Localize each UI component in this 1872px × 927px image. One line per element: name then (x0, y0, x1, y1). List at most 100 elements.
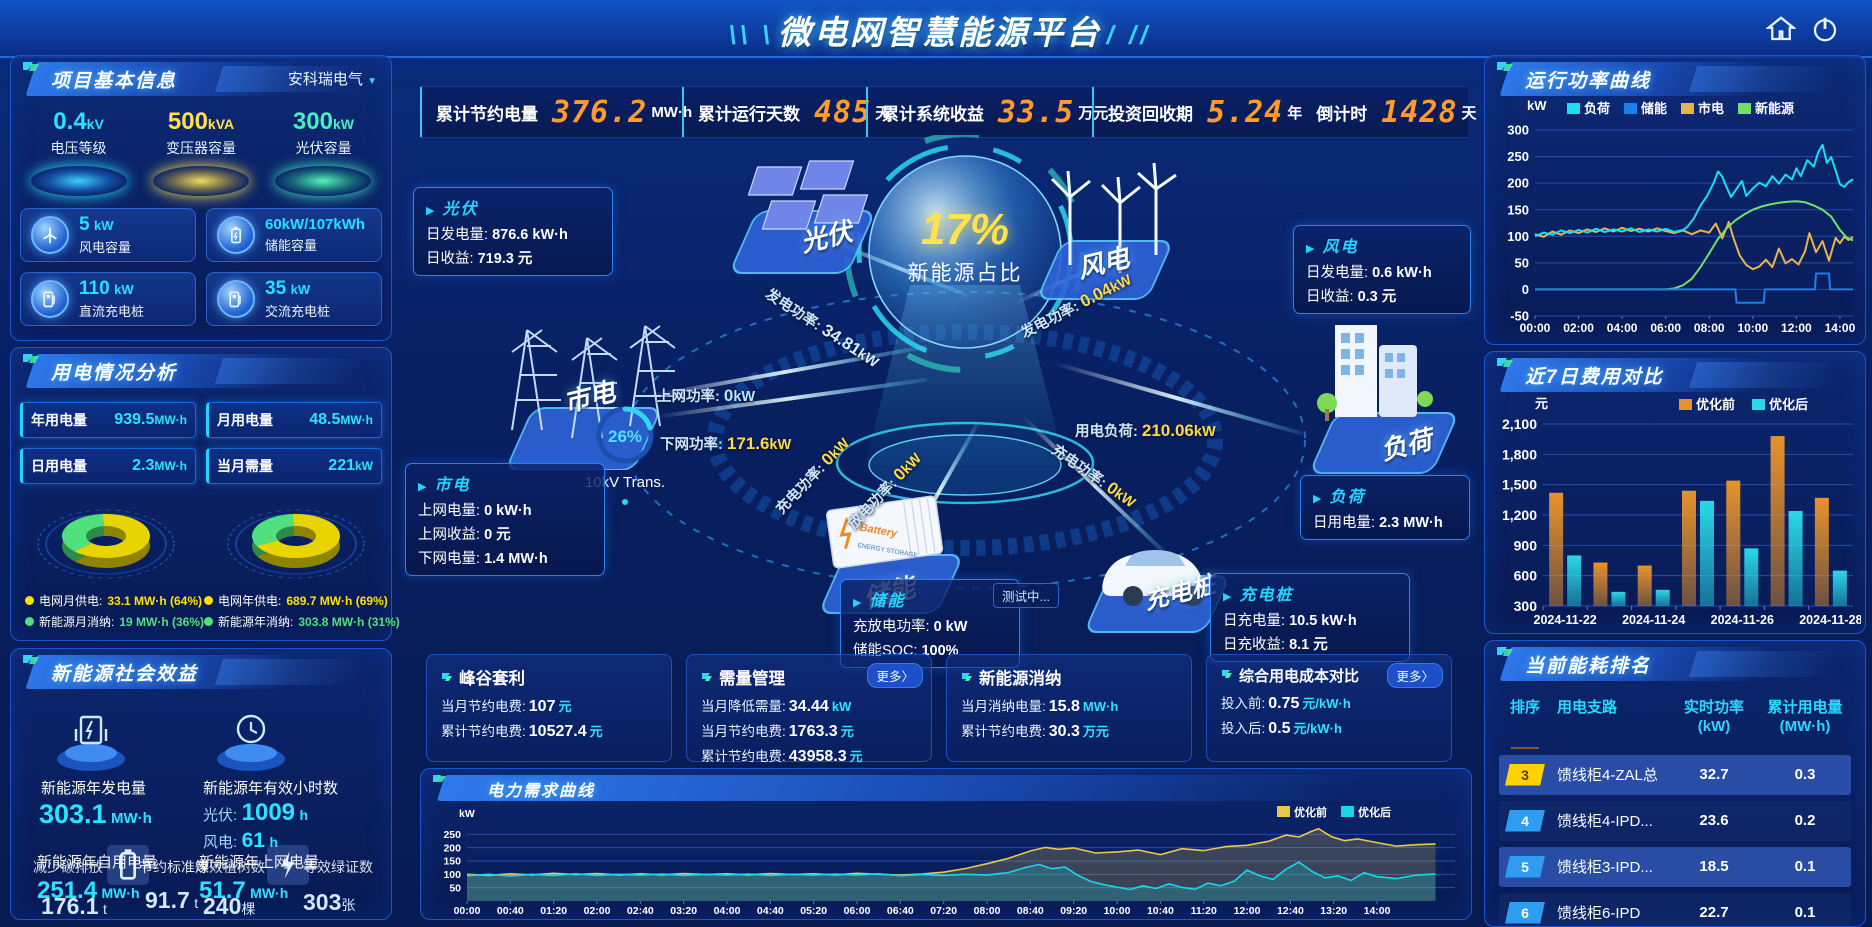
svg-text:优化前: 优化前 (1696, 397, 1735, 412)
panel-power-title: 运行功率曲线 (1525, 71, 1652, 92)
svg-text:市电: 市电 (1698, 101, 1724, 116)
svg-text:2024-11-28: 2024-11-28 (1799, 613, 1861, 627)
svg-text:03:20: 03:20 (670, 905, 697, 917)
home-icon[interactable] (1765, 14, 1800, 46)
rank-badge: 5 (1505, 855, 1545, 878)
certs-label: 等效绿证数 (303, 859, 373, 875)
card-dc-charger: 110 kW 直流充电桩 (20, 272, 196, 326)
table-row[interactable]: 6 馈线柜6-IPD 22.7 0.1 (1499, 892, 1851, 926)
flag-icon (441, 670, 453, 689)
svg-text:08:40: 08:40 (1017, 905, 1044, 917)
pv-info-box: ▶ 光伏 日发电量: 876.6 kW·h 日收益: 719.3 元 (413, 187, 613, 276)
panel-usage-head: 用电情况分析 (17, 352, 385, 390)
svg-text:11:20: 11:20 (1191, 905, 1217, 917)
gen-label: 新能源年发电量 (41, 780, 147, 797)
panel-corner-icon (21, 352, 43, 377)
svg-text:2024-11-22: 2024-11-22 (1534, 613, 1597, 627)
glow-ring-cyan (30, 166, 127, 196)
glow-ring-yellow (153, 166, 249, 196)
small-bolt-icon (267, 845, 309, 885)
svg-text:07:20: 07:20 (930, 905, 957, 917)
stat-month-demand: 当月需量 221kW (206, 448, 382, 484)
svg-text:300: 300 (1507, 123, 1529, 138)
svg-text:300: 300 (1514, 598, 1538, 614)
table-row[interactable]: 4 馈线柜4-IPD... 23.6 0.2 (1499, 800, 1851, 841)
svg-text:13:20: 13:20 (1320, 905, 1347, 917)
co2-label: 减少碳排放 (33, 859, 103, 875)
load-info-box: ▶ 负荷 日用电量: 2.3 MW·h (1300, 475, 1470, 540)
small-battery-icon (107, 845, 149, 885)
company-dropdown[interactable]: 安科瑞电气 ▼ (287, 71, 377, 88)
panel-corner-icon (21, 60, 43, 85)
panel-energy-ranking: 当前能耗排名 排序 用电支路 实时功率 (kW) 累计用电量 (MW·h) 3 馈线… (1484, 640, 1866, 927)
svg-text:08:00: 08:00 (974, 905, 1001, 917)
card-demand-mgmt: 需量管理 更多〉 当月降低需量: 34.44 kW 当月节约电费: 1763.3 元 累… (686, 654, 932, 765)
svg-text:新能源: 新能源 (1755, 101, 1794, 116)
panel-green-benefits: 新能源社会效益 新能源年发电量 303.1 MW·h 新能源年有效小时数 光伏:… (10, 648, 392, 920)
panel-demand-head: 电力需求曲线 (427, 773, 1465, 803)
chevron-icon: ▶ (418, 481, 429, 493)
panel-corner-icon (21, 653, 43, 678)
svg-text:900: 900 (1514, 537, 1538, 553)
svg-text:08:00: 08:00 (1694, 321, 1725, 335)
panel-ranking-title: 当前能耗排名 (1525, 656, 1652, 677)
svg-text:kW: kW (1527, 98, 1547, 113)
flag-icon (961, 670, 973, 689)
svg-text:14:00: 14:00 (1825, 321, 1856, 335)
charging-pile-icon (217, 280, 255, 318)
charger-info-box: ▶ 充电桩 日充电量: 10.5 kW·h 日充收益: 8.1 元 (1210, 573, 1410, 662)
pedestal-transformer: 500kVA 变压器容量 (142, 108, 260, 196)
power-curve-chart: -50 0 50 100 150 200 250 300 00:00 02:00 04:00 06:0… (1507, 98, 1856, 335)
hours-wind: 风电: 61 h (203, 829, 278, 852)
svg-text:元: 元 (1535, 396, 1548, 411)
card-ac-charger: 35 kW 交流充电桩 (206, 272, 382, 326)
donut-month-mix (37, 509, 175, 579)
svg-text:01:20: 01:20 (540, 905, 567, 917)
card-renewable-consume: 新能源消纳 当月消纳电量: 15.8 MW·h 累计节约电费: 30.3 万元 (946, 654, 1192, 762)
flag-icon (701, 670, 713, 689)
flow-label-from-grid: 下网功率: 171.6kW (660, 434, 792, 453)
table-row[interactable]: 5 馈线柜3-IPD... 18.5 0.1 (1499, 846, 1851, 887)
rank-badge: 4 (1505, 809, 1545, 832)
top-header (0, 0, 1872, 58)
load-node-illustration (1275, 295, 1475, 480)
svg-text:1,800: 1,800 (1502, 446, 1537, 462)
panel-demand-curve: 电力需求曲线 50 100 150 200 250 00:00 00:40 01:20 02:0… (420, 768, 1472, 920)
charging-pile-icon (31, 280, 69, 318)
togrid-value: 51.7 MW·h (199, 877, 289, 904)
svg-text:250: 250 (443, 829, 461, 841)
panel-benefits-title: 新能源社会效益 (51, 664, 199, 685)
svg-text:1,200: 1,200 (1502, 507, 1537, 523)
wind-turbine-icon (31, 216, 69, 254)
stat-day-usage: 日用电量 2.3MW·h (20, 448, 196, 484)
svg-text:储能: 储能 (1640, 101, 1667, 116)
svg-text:00:40: 00:40 (497, 905, 524, 917)
svg-text:100: 100 (443, 869, 461, 881)
wind-node-illustration (990, 145, 1190, 310)
wind-info-box: ▶ 风电 日发电量: 0.6 kW·h 日收益: 0.3 元 (1293, 225, 1471, 314)
more-button[interactable]: 更多〉 (867, 663, 923, 688)
svg-text:04:00: 04:00 (714, 905, 741, 917)
card-wind-capacity: 5 kW 风电容量 (20, 208, 196, 262)
panel-usage-title: 用电情况分析 (51, 363, 178, 384)
svg-text:26%: 26% (608, 427, 642, 446)
svg-text:00:00: 00:00 (454, 905, 481, 917)
table-row[interactable]: 3 馈线柜4-ZAL总 32.7 0.3 (1499, 754, 1851, 795)
chevron-icon: ▶ (426, 205, 437, 217)
donut-year-mix (227, 509, 365, 579)
card-storage-capacity: 60kW/107kWh 储能容量 (206, 208, 382, 262)
title-deco-right: / // (1106, 20, 1152, 50)
flag-icon (1221, 668, 1233, 685)
power-icon[interactable] (1810, 14, 1844, 46)
panel-power-curve: 运行功率曲线 -50 0 50 100 150 200 250 300 00:00 02:00 04… (1484, 55, 1866, 345)
trees-label: 等效植树数 (195, 859, 265, 875)
panel-corner-icon (431, 773, 449, 794)
svg-text:02:00: 02:00 (1563, 321, 1594, 335)
svg-text:04:00: 04:00 (1607, 321, 1638, 335)
more-button[interactable]: 更多〉 (1387, 663, 1443, 688)
panel-project-info: 项目基本信息 安科瑞电气 ▼ 0.4kV 电压等级 500kVA 变压器容量 3… (10, 55, 392, 341)
svg-text:06:00: 06:00 (1650, 321, 1681, 335)
co2-value: 176.1 t (41, 893, 107, 919)
donut-legend-year: 电网年供电: 689.7 MW·h (69%) 新能源年消纳: 303.8 MW·h… (204, 588, 400, 630)
svg-text:05:20: 05:20 (800, 905, 827, 917)
